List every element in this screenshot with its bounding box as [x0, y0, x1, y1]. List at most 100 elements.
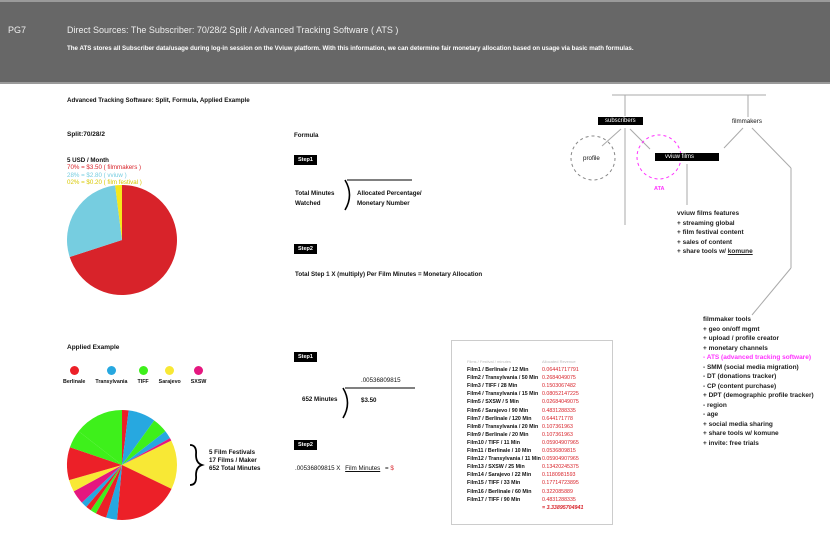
pie-slice-transylvania [106, 465, 122, 520]
tool-item: - ATS (advanced tracking software) [703, 354, 811, 361]
subscribers-node: subscribers [598, 117, 643, 125]
summary-minutes: 652 Total Minutes [209, 465, 261, 472]
revenue-cell: 0.4831288335 [542, 496, 576, 503]
feature-item: + film festival content [677, 229, 744, 236]
step2-badge: Step2 [294, 244, 317, 254]
film-cell: Film1 / Berlinale / 12 Min [467, 367, 529, 374]
film-cell: Film12 / Transylvania / 11 Min [467, 456, 541, 463]
price-label: 5 USD / Month [67, 157, 109, 164]
revenue-cell: 0.4831288335 [542, 407, 576, 414]
pie-slice-transylvania [81, 465, 122, 507]
legend-dot [106, 366, 116, 375]
summary-films: 17 Films / Maker [209, 457, 257, 464]
table-row: Film4 / Transylvania / 15 Min 0.080521472… [452, 390, 612, 398]
pie-slice-sarajevo [122, 440, 177, 489]
table-row: Film8 / Transylvania / 20 Min 0.107361963 [452, 423, 612, 431]
legend-item: TIFF [137, 366, 149, 385]
table-row: Film12 / Transylvania / 11 Min 0.05904907… [452, 455, 612, 463]
applied-summary: 5 Film Festivals 17 Films / Maker 652 To… [209, 449, 260, 473]
revenue-cell: 0.0536809815 [542, 448, 576, 455]
film-cell: Film4 / Transylvania / 15 Min [467, 391, 539, 398]
pie-slice-berlinale [95, 465, 122, 518]
division-bracket [342, 387, 349, 419]
legend-dot [69, 366, 79, 375]
vviuw-films-node: vviuw films [655, 153, 719, 161]
pie-slice-vviuw [67, 185, 122, 257]
tool-item: - region [703, 401, 727, 409]
formula-title: Formula [294, 132, 319, 139]
revenue-cell: 0.06441717791 [542, 367, 579, 374]
pie-slice-filmmakers [69, 185, 177, 295]
step2-prefix: .00536809815 X [295, 465, 341, 472]
legend-dot [165, 366, 175, 375]
formula-step2-text: Total Step 1 X (multiply) Per Film Minut… [295, 271, 483, 278]
section-title: Advanced Tracking Software: Split, Formu… [67, 97, 250, 104]
ata-label: ATA [654, 186, 665, 192]
page-number: PG7 [8, 25, 27, 35]
film-cell: Film10 / TIFF / 11 Min [467, 439, 520, 446]
legend-dot [138, 366, 148, 375]
summary-festivals: 5 Film Festivals [209, 449, 256, 456]
table-total: = 3.33895704941 [542, 504, 584, 511]
revenue-cell: 0.13420245375 [542, 464, 579, 471]
tool-item: - DT (donations tracker) [703, 373, 777, 380]
formula-dividend: Allocated Percentage/ Monetary Number [357, 190, 422, 207]
step2-equals: = [384, 465, 389, 472]
split-title: Split:70/28/2 [67, 131, 105, 138]
pie-slice-transylvania [122, 431, 170, 465]
legend-item: Berlinale [63, 366, 85, 385]
tool-item: filmmaker tools [703, 316, 752, 323]
table-row: Film2 / Transylvania / 50 Min 0.268404907… [452, 374, 612, 382]
festival-legend: Berlinale Transylvania TIFF Sarajevo SXSW [63, 366, 216, 385]
applied-step1-badge: Step1 [294, 352, 317, 362]
split-line-festival: 02% = $0.20 ( film festival ) [67, 179, 142, 187]
table-header: Films / Festival / minutes Allocated Rev… [452, 358, 612, 366]
revenue-cell: 0.644171778 [542, 415, 573, 422]
legend-label: TIFF [137, 379, 149, 385]
film-cell: Film14 / Sarajevo / 22 Min [467, 472, 532, 479]
table-row: Film16 / Berlinale / 60 Min 0.322085889 [452, 488, 612, 496]
step2-result: $ [390, 465, 394, 472]
applied-quotient: .00536809815 [361, 377, 401, 384]
komune-link[interactable]: komune [727, 248, 753, 255]
pie-slice-film-festival [115, 185, 122, 240]
film-cell: Film17 / TIFF / 90 Min [467, 496, 521, 503]
film-cell: Film16 / Berlinale / 60 Min [467, 488, 532, 495]
film-cell: Film5 / SXSW / 5 Min [467, 399, 519, 406]
pie-slice-tiff [90, 465, 122, 514]
division-bracket [344, 179, 351, 211]
formula-divisor: Total Minutes Watched [295, 190, 335, 207]
tool-item: + DPT (demographic profile tracker) [703, 392, 814, 399]
revenue-cell: 0.107361963 [542, 431, 573, 438]
revenue-cell: 0.107361963 [542, 423, 573, 430]
table-row: Film6 / Sarajevo / 90 Min 0.4831288335 [452, 407, 612, 415]
legend-label: Berlinale [63, 379, 86, 385]
page-description: The ATS stores all Subscriber data/usage… [67, 45, 634, 52]
table-row: Film9 / Berlinale / 20 Min 0.107361963 [452, 431, 612, 439]
table-row: Film13 / SXSW / 25 Min 0.13420245375 [452, 463, 612, 471]
film-cell: Film9 / Berlinale / 20 Min [467, 431, 529, 438]
table-row: Film15 / TIFF / 33 Min 0.17714723895 [452, 479, 612, 487]
pie-slice-berlinale [86, 465, 122, 511]
curly-brace [189, 444, 205, 486]
table-row: Film1 / Berlinale / 12 Min 0.06441717791 [452, 366, 612, 374]
pie-slice-tiff [69, 431, 122, 465]
revenue-cell: 0.322085889 [542, 488, 573, 495]
split-legend: 5 USD / Month 70% = $3.50 ( filmmakers )… [67, 157, 142, 187]
legend-label: SXSW [190, 379, 207, 385]
pie-slice-sxsw [73, 465, 122, 503]
filmmakers-node: filmmakers [732, 118, 762, 125]
table-row: Film3 / TIFF / 28 Min 0.1503067482 [452, 382, 612, 390]
pie-slice-transylvania [122, 410, 155, 465]
table-row: Film11 / Berlinale / 10 Min 0.0536809815 [452, 447, 612, 455]
feature-item: + sales of content [677, 238, 733, 246]
pie-slice-berlinale [67, 447, 122, 481]
profile-node: profile [583, 155, 600, 162]
pie-slice-berlinale [122, 410, 129, 465]
filmmaker-tools-list: filmmaker tools + geo on/off mgmt + upload… [703, 315, 814, 448]
feature-item: + share tools w/ [677, 248, 728, 255]
page-title: Direct Sources: The Subscriber: 70/28/2 … [67, 25, 399, 35]
